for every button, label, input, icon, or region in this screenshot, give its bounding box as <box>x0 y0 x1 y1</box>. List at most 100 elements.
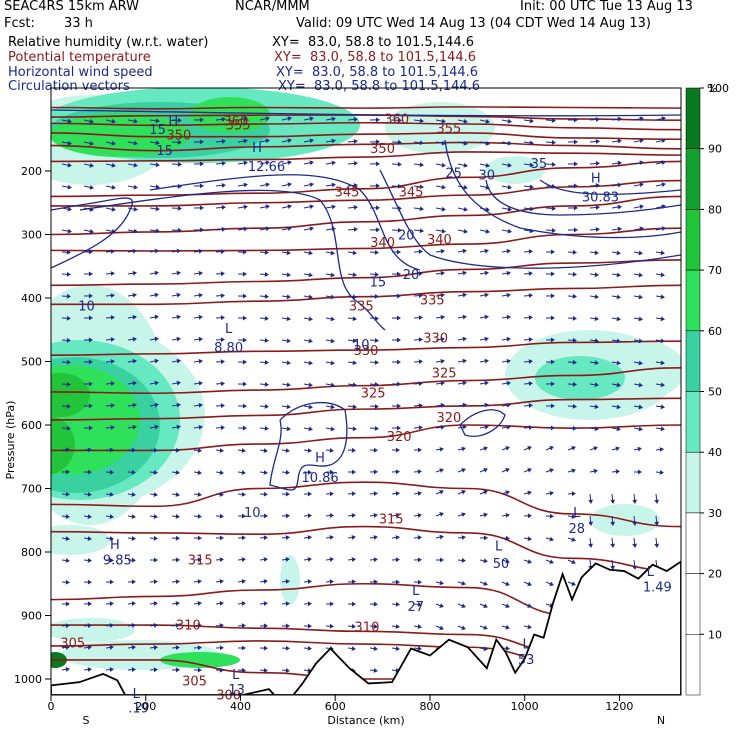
wind-vector-head <box>243 226 248 232</box>
wind-vector-head <box>632 565 638 570</box>
wind-vector-head <box>153 535 158 541</box>
colorbar-swatch <box>685 209 701 271</box>
wind-vector-head <box>505 581 510 586</box>
wind-vector-head <box>373 469 378 475</box>
wind-vector-head <box>440 402 445 408</box>
wind-vector-head <box>263 623 268 629</box>
wind-vector-head <box>176 248 181 254</box>
theta-label: 315 <box>188 554 213 569</box>
wind-vector-head <box>176 380 181 386</box>
wind-vector-head <box>131 667 136 673</box>
wind-vector-head <box>616 360 621 366</box>
wind-vector-head <box>89 228 94 234</box>
wind-vector-head <box>654 499 660 504</box>
wind-vector-head <box>285 557 290 562</box>
wind-vector-head <box>417 579 422 585</box>
wind-vector-head <box>506 292 511 298</box>
wind-vector-head <box>307 579 312 584</box>
wind-vector-head <box>506 402 511 408</box>
wind-vector-head <box>308 294 313 300</box>
wind-vector-head <box>89 162 94 168</box>
wind-vector-head <box>418 315 423 321</box>
wind-vector-head <box>594 338 599 344</box>
wind-vector-head <box>264 294 269 299</box>
wind-vector-head <box>109 447 114 453</box>
wind-vector-head <box>374 403 379 409</box>
wind-label: 15 <box>149 123 166 138</box>
wind-vector-head <box>529 184 534 190</box>
wind-vector-head <box>65 667 70 672</box>
wind-vector-head <box>221 138 226 144</box>
wind-vector-head <box>131 557 136 563</box>
wind-vector-head <box>419 206 424 212</box>
wind-vector-head <box>176 314 181 320</box>
wind-vector-head <box>351 535 356 540</box>
field-vector-xy: XY= 83.0, 58.8 to 101.5,144.6 <box>278 79 481 94</box>
wind-vector-head <box>441 228 446 234</box>
wind-vector-head <box>241 667 246 673</box>
wind-vector-head <box>374 381 379 387</box>
theta-label: 320 <box>436 411 461 426</box>
wind-vector-head <box>527 468 532 473</box>
wind-vector-head <box>550 425 555 431</box>
wind-vector-head <box>395 601 400 607</box>
wind-vector-head <box>221 226 226 232</box>
wind-vector-head <box>87 514 92 519</box>
field-vector-name: Circulation vectors <box>8 79 130 94</box>
wind-vector-head <box>87 601 92 607</box>
wind-vector-head <box>153 470 158 475</box>
wind-vector-head <box>153 579 158 585</box>
wind-vector-head <box>463 184 468 190</box>
wind-vector-head <box>286 360 291 366</box>
extremum-label: 1.49 <box>643 580 672 595</box>
wind-vector-head <box>66 403 71 409</box>
wind-vector-head <box>639 160 644 166</box>
wind-vector-head <box>154 380 159 386</box>
wind-vector-head <box>572 293 577 299</box>
wind-vector-head <box>110 381 115 386</box>
colorbar-swatch <box>685 148 701 210</box>
wind-vector-head <box>242 359 247 365</box>
wind-vector-head <box>549 559 554 564</box>
wind-vector-head <box>352 294 357 300</box>
wind-vector-head <box>374 337 379 343</box>
wind-vector-head <box>111 140 116 146</box>
wind-vector-head <box>572 249 577 255</box>
wind-vector-head <box>506 380 511 386</box>
wind-vector-head <box>572 315 577 321</box>
theta-label: 340 <box>427 233 452 248</box>
wind-vector-head <box>573 161 578 167</box>
wind-vector-head <box>285 535 290 540</box>
wind-vector-head <box>329 557 334 562</box>
theta-label: 325 <box>432 366 457 381</box>
wind-vector-head <box>396 293 401 299</box>
wind-vector-head <box>462 270 467 276</box>
wind-vector-head <box>154 358 159 364</box>
wind-vector-head <box>550 381 555 387</box>
wind-vector-head <box>286 250 291 256</box>
wind-vector-head <box>221 116 226 122</box>
wind-vector-head <box>264 382 269 387</box>
theta-label: 345 <box>335 185 360 200</box>
wind-vector-head <box>571 537 576 542</box>
wind-vector-head <box>441 140 446 146</box>
wind-vector-head <box>287 138 292 144</box>
wind-vector-head <box>221 204 226 210</box>
colorbar-label: 60 <box>708 325 722 338</box>
colorbar-swatch <box>685 330 701 392</box>
wind-vector-head <box>132 248 137 254</box>
wind-vector-head <box>220 403 225 409</box>
theta-contours <box>51 106 681 693</box>
wind-vector-head <box>549 490 554 496</box>
wind-vector-head <box>220 249 225 255</box>
extremum-label: H <box>252 141 262 156</box>
wind-contour-35 <box>539 179 681 195</box>
wind-vector-head <box>593 446 598 451</box>
wind-vector-head <box>264 272 269 277</box>
wind-vector-head <box>131 579 136 585</box>
x-tick-label: 200 <box>135 700 156 713</box>
wind-vector-head <box>109 469 114 475</box>
wind-vector-head <box>661 116 666 122</box>
wind-vector-head <box>419 184 424 190</box>
